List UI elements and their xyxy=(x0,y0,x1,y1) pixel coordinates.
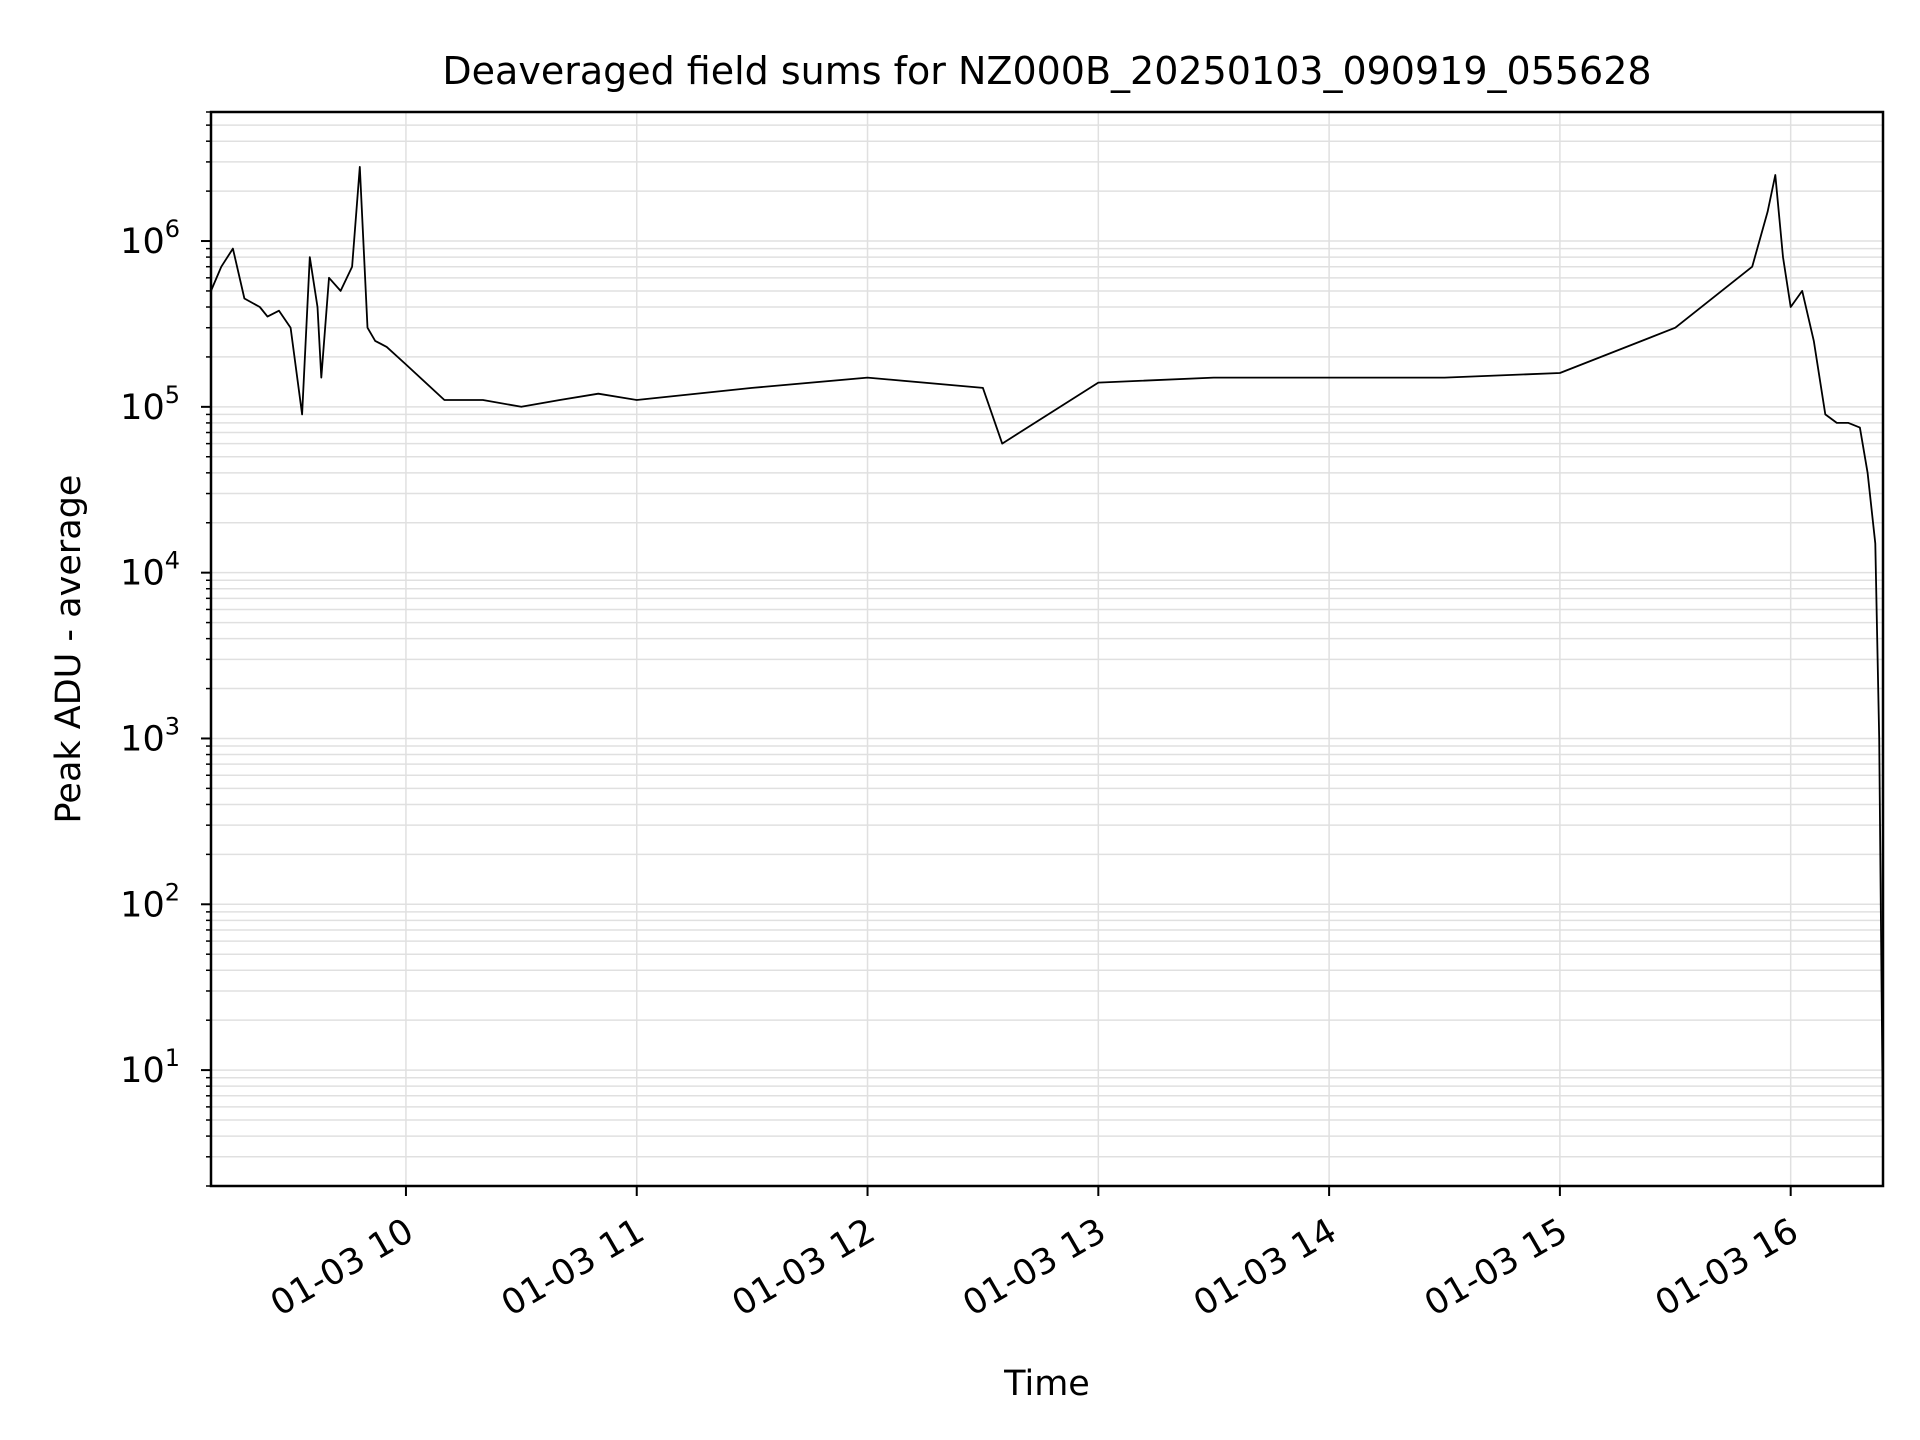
series-layer xyxy=(210,165,1884,1137)
y-tick-label: 106 xyxy=(120,215,180,262)
y-axis-label: Peak ADU - average xyxy=(49,475,89,824)
grid xyxy=(211,111,1883,1187)
x-axis-label: Time xyxy=(1003,1364,1090,1404)
plot-frame xyxy=(209,110,1885,1188)
y-tick-label: 104 xyxy=(120,547,180,594)
y-axis: 101 102 103 104 105 106 xyxy=(120,111,211,1187)
series-line xyxy=(210,165,1884,1137)
y-tick-label: 105 xyxy=(120,381,180,428)
chart-title: Deaveraged field sums for NZ000B_2025010… xyxy=(442,49,1651,93)
y-tick-label: 101 xyxy=(120,1044,180,1091)
y-tick-label: 103 xyxy=(120,712,180,759)
y-tick-label: 102 xyxy=(120,878,180,925)
